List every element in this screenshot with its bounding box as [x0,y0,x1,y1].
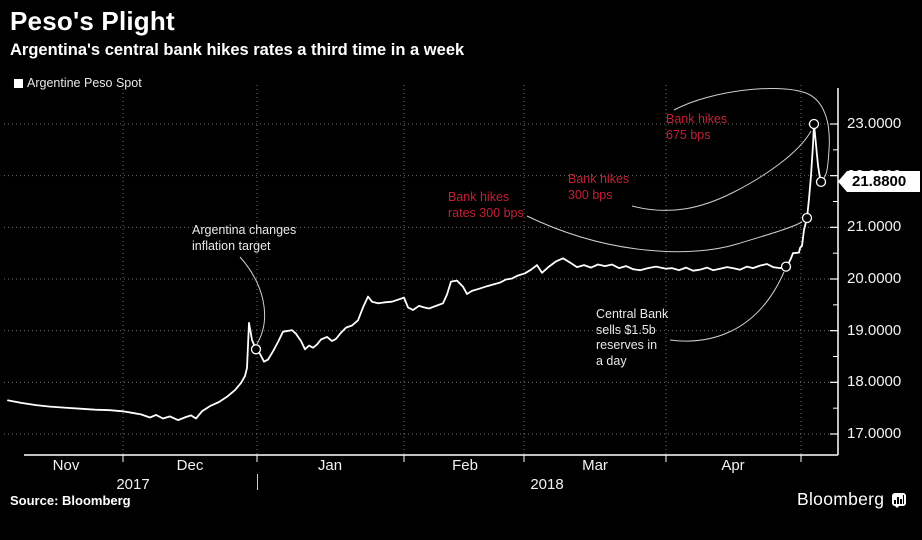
event-marker [250,344,262,355]
event-marker [780,261,792,272]
x-axis-month-label: Jan [317,457,343,474]
annotation-hikes-300bps: Bank hikes 300 bps [568,172,630,202]
annotation-reserves: Central Bank sells $1.5b reserves in a d… [596,307,669,368]
page-title: Peso's Plight [10,6,175,36]
event-marker [801,212,813,224]
bloomberg-logo-text: Bloomberg [797,489,885,509]
source-label: Source: Bloomberg [10,493,131,508]
x-axis-month-label: Dec [176,457,204,474]
x-axis-month-label: Apr [721,457,745,474]
y-axis-label: 17.0000 [847,425,902,442]
x-axis-month-label: Mar [582,457,608,474]
annotation-curve-hikes-675bps [673,88,830,179]
y-axis-label: 18.0000 [847,373,902,391]
annotation-rates-300bps: Bank hikes rates 300 bps [448,190,524,220]
y-axis-label: 20.0000 [847,270,902,287]
annotation-inflation-target: Argentina changes inflation target [192,223,297,253]
annotation-curve-inflation-target [239,256,266,345]
year-divider [257,474,258,490]
price-line [7,123,822,421]
y-axis-label: 19.0000 [847,321,902,339]
annotation-curve-rates-300bps [526,215,803,253]
x-axis-year-label: 2018 [530,476,564,493]
event-marker [815,176,827,188]
annotation-hikes-675bps: Bank hikes 675 bps [666,112,728,142]
x-axis-month-label: Feb [452,457,478,474]
annotation-curve-reserves [669,271,785,342]
y-axis-label: 23.0000 [847,115,902,132]
legend: Argentine Peso Spot [14,76,142,90]
legend-label: Argentine Peso Spot [27,76,142,90]
y-axis-label: 21.0000 [847,218,902,236]
page-subtitle: Argentina's central bank hikes rates a t… [10,41,465,59]
last-price-value: 21.8800 [852,173,907,190]
x-axis-year-label: 2017 [116,476,150,493]
annotation-curve-hikes-300bps [631,130,812,211]
x-axis-month-label: Nov [52,457,80,474]
last-price-badge: 21.8800 [838,171,920,192]
bloomberg-logo: Bloomberg [797,489,907,510]
legend-swatch-icon [14,78,23,88]
event-marker [808,118,820,130]
bloomberg-terminal-icon [892,493,907,508]
